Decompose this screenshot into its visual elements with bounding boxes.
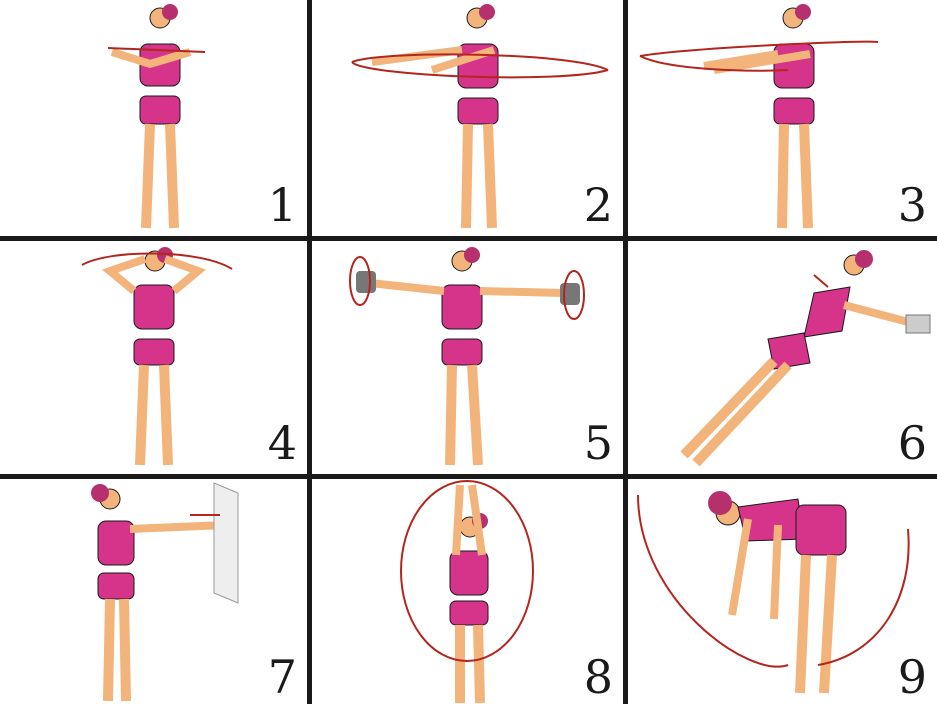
- exercise-panel-4: 4: [0, 241, 307, 474]
- figure-incline-push-up: [680, 250, 931, 467]
- exercise-number: 6: [897, 416, 927, 470]
- figure-wall-push: [91, 482, 239, 702]
- exercise-panel-7: 7: [0, 479, 307, 704]
- exercise-panel-3: 3: [628, 0, 937, 236]
- exercise-panel-9: 9: [628, 479, 937, 704]
- exercise-number: 4: [267, 416, 297, 470]
- exercise-number: 2: [583, 178, 613, 232]
- exercise-panel-2: 2: [312, 0, 623, 236]
- figure-dumbbell-raise: [349, 247, 585, 466]
- exercise-panel-5: 5: [312, 241, 623, 474]
- exercise-number: 5: [583, 416, 613, 470]
- figure-bent-over-swing: [637, 491, 910, 694]
- exercise-number: 7: [267, 650, 297, 704]
- exercise-panel-6: 6: [628, 241, 937, 474]
- exercise-number: 1: [267, 178, 297, 232]
- exercise-number: 3: [897, 178, 927, 232]
- figure-arm-swing: [639, 4, 879, 229]
- exercise-number: 8: [583, 650, 613, 704]
- figure-arm-circles: [351, 4, 609, 229]
- figure-arms-crossed: [107, 4, 206, 229]
- exercise-panel-1: 1: [0, 0, 307, 236]
- exercise-panel-8: 8: [312, 479, 623, 704]
- exercise-number: 9: [897, 650, 927, 704]
- figure-overhead-circles: [400, 480, 534, 704]
- figure-hands-behind-head: [81, 247, 233, 466]
